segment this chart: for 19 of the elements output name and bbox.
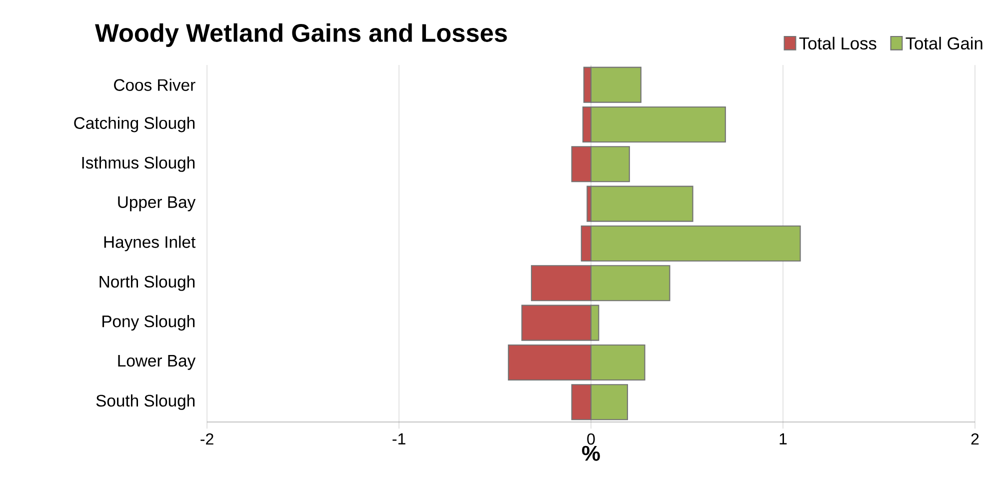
y-tick-label: Coos River (114, 78, 196, 91)
x-tick-label: -2 (200, 433, 214, 445)
y-tick-label: North Slough (100, 275, 194, 291)
y-tick-label: Catching Slough (74, 116, 194, 132)
legend-label: Total Gain (906, 36, 982, 50)
x-tick-label: 0 (587, 433, 595, 445)
legend-label: Total Loss (799, 36, 876, 50)
y-tick-label: Lower Bay (118, 355, 196, 370)
x-tick-label: 2 (971, 433, 979, 445)
x-tick-label: 1 (780, 433, 787, 444)
y-tick-label: South Slough (96, 394, 194, 410)
y-tick-label: Haynes Inlet (104, 236, 196, 252)
x-tick-label: -1 (392, 433, 406, 444)
y-tick-label: Isthmus Slough (82, 156, 195, 172)
x-axis-title: % (582, 446, 600, 461)
y-tick-label: Upper Bay (118, 196, 196, 212)
y-tick-label: Pony Slough (102, 315, 194, 331)
chart-title: Woody Wetland Gains and Losses (95, 23, 507, 47)
bar (590, 186, 694, 222)
